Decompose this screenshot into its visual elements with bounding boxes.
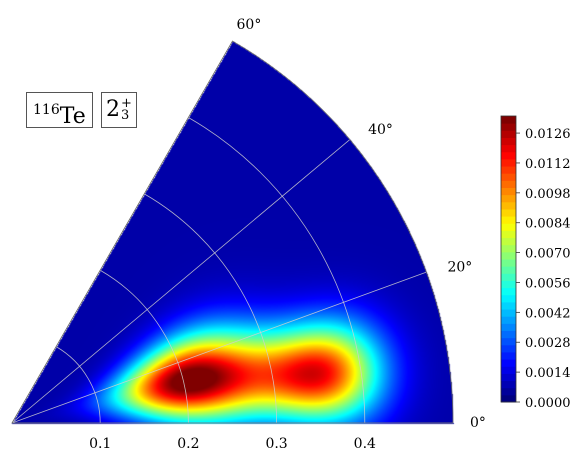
sector-outline — [11, 40, 454, 424]
colorbar: 0.0000 0.0014 0.0028 0.0042 0.0056 0.0070 0.00… — [500, 115, 571, 411]
colorbar-segment — [501, 116, 516, 124]
colorbar-segment — [501, 244, 516, 253]
nucleus-label: 116Te — [26, 92, 93, 129]
mass-number: 116 — [33, 102, 60, 118]
colorbar-segment — [501, 387, 516, 396]
radial-gridline — [99, 269, 189, 424]
polar-grid — [11, 40, 454, 424]
radial-tick-label: 0.2 — [177, 436, 199, 452]
colorbar-segment — [501, 273, 516, 281]
colorbar-segment — [501, 301, 516, 310]
colorbar-segment — [501, 123, 516, 131]
colorbar-segment — [501, 166, 516, 174]
colorbar-segment — [501, 266, 516, 274]
angular-tick-label: 40° — [368, 122, 393, 138]
colorbar-segment — [501, 373, 516, 382]
state-spin: 2 — [106, 97, 120, 122]
colorbar-tick-label: 0.0070 — [525, 247, 571, 262]
colorbar-segment — [501, 230, 516, 239]
colorbar-segment — [501, 323, 516, 331]
colorbar-segment — [501, 201, 516, 210]
colorbar-segment — [501, 216, 516, 224]
colorbar-tick-label: 0.0028 — [525, 336, 571, 351]
colorbar-segment — [501, 208, 516, 217]
colorbar-segment — [501, 223, 516, 231]
colorbar-segment — [501, 287, 516, 296]
radial-tick-label: 0.1 — [89, 436, 111, 452]
colorbar-segment — [501, 251, 516, 260]
colorbar-segment — [501, 259, 516, 267]
colorbar-segment — [501, 309, 516, 317]
colorbar-tick-label: 0.0056 — [525, 276, 571, 291]
colorbar-tick-label: 0.0084 — [525, 217, 571, 232]
colorbar-segment — [501, 180, 516, 188]
radial-gridline — [188, 117, 366, 424]
colorbar-segment — [501, 337, 516, 346]
colorbar-tick-label: 0.0112 — [525, 157, 571, 172]
colorbar-segment — [501, 280, 516, 289]
angular-gridline — [11, 271, 427, 424]
colorbar-tick-label: 0.0098 — [525, 187, 571, 202]
colorbar-segment — [501, 194, 516, 203]
radial-tick-label: 0.3 — [265, 436, 287, 452]
colorbar-segment — [501, 330, 516, 339]
radial-gridline — [144, 193, 277, 424]
colorbar-segment — [501, 144, 516, 153]
colorbar-segment — [501, 316, 516, 324]
axis-ticks: 0.1 0.2 0.3 0.4 0° 20° 40° 60° — [89, 17, 486, 452]
colorbar-segment — [501, 187, 516, 196]
state-parity: + — [121, 96, 132, 111]
colorbar-segment — [501, 366, 516, 374]
colorbar-segment — [501, 173, 516, 181]
angular-tick-label: 20° — [447, 260, 472, 276]
colorbar-segment — [501, 359, 516, 367]
colorbar-segment — [501, 237, 516, 246]
colorbar-tick-label: 0.0126 — [525, 127, 571, 142]
radial-tick-label: 0.4 — [354, 436, 376, 452]
state-index: 3 — [121, 108, 130, 123]
radial-gridline — [55, 346, 101, 424]
colorbar-tick-label: 0.0000 — [525, 396, 571, 411]
colorbar-tick-label: 0.0042 — [525, 306, 571, 321]
state-label: 2 +3 — [101, 92, 137, 128]
element-symbol: Te — [59, 104, 86, 129]
colorbar-segment — [501, 158, 516, 167]
colorbar-tick-label: 0.0014 — [525, 366, 571, 381]
colorbar-frame — [500, 115, 517, 403]
colorbar-segment — [501, 294, 516, 303]
colorbar-segment — [501, 351, 516, 360]
colorbar-segment — [501, 344, 516, 353]
colorbar-segment — [501, 137, 516, 146]
colorbar-segment — [501, 380, 516, 389]
angular-tick-label: 60° — [237, 17, 262, 33]
colorbar-segment — [501, 151, 516, 160]
colorbar-segment — [501, 394, 516, 403]
angular-gridline — [11, 139, 351, 424]
angular-tick-label: 0° — [470, 415, 486, 431]
colorbar-segment — [501, 130, 516, 138]
